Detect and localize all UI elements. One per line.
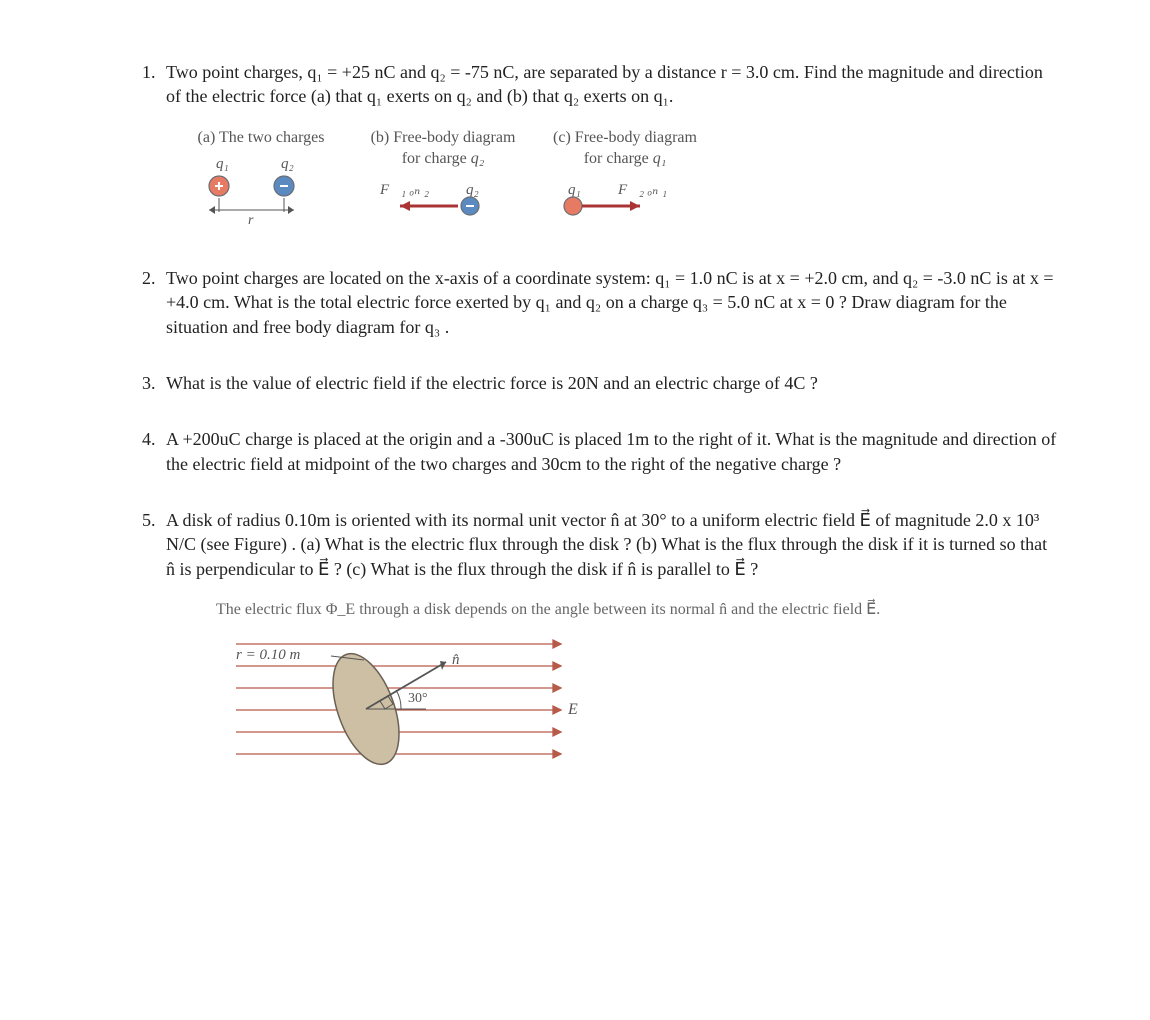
f12-label: F⃗₁ ₒₙ ₂ (379, 182, 429, 198)
q1-figures: (a) The two charges q₁ q₂ r (186, 127, 1060, 235)
q4-text: A +200uC charge is placed at the origin … (166, 429, 1056, 473)
question-list: Two point charges, q₁ = +25 nC and q₂ = … (120, 60, 1060, 791)
arrow-left-icon (400, 201, 410, 211)
r-label: r (248, 213, 254, 228)
q2-label-a: q₂ (281, 156, 294, 172)
q2-fbd-label: q₂ (466, 182, 479, 198)
disk-figure: The electric flux Φ_E through a disk dep… (216, 599, 1060, 791)
question-4: A +200uC charge is placed at the origin … (160, 427, 1060, 476)
n-hat-label: n̂ (452, 652, 460, 668)
q5-text: A disk of radius 0.10m is oriented with … (166, 510, 1047, 579)
q3-text: What is the value of electric field if t… (166, 373, 818, 393)
fig-c-label: (c) Free-body diagramfor charge q₁ (553, 127, 697, 170)
disk-flux-diagram: r = 0.10 m n̂ 30° E⃗ (216, 624, 636, 784)
r-label-disk: r = 0.10 m (236, 647, 300, 663)
f21-label: F⃗₂ ₒₙ ₁ (617, 182, 667, 198)
fig-b-label: (b) Free-body diagramfor charge q₂ (371, 127, 516, 170)
angle-label: 30° (408, 691, 428, 706)
q1-label-a: q₁ (216, 156, 229, 172)
q1-fbd-label: q₁ (568, 182, 581, 198)
question-5: A disk of radius 0.10m is oriented with … (160, 508, 1060, 791)
question-2: Two point charges are located on the x-a… (160, 266, 1060, 339)
fig-c: (c) Free-body diagramfor charge q₁ q₁ F⃗… (550, 127, 700, 235)
q2-text: Two point charges are located on the x-a… (166, 268, 1054, 337)
question-1: Two point charges, q₁ = +25 nC and q₂ = … (160, 60, 1060, 234)
fbd-q2-diagram: F⃗₁ ₒₙ ₂ q₂ (368, 176, 518, 226)
fbd-q1-diagram: q₁ F⃗₂ ₒₙ ₁ (550, 176, 700, 226)
disk-caption: The electric flux Φ_E through a disk dep… (216, 599, 1060, 621)
question-3: What is the value of electric field if t… (160, 371, 1060, 395)
fig-a-label: (a) The two charges (198, 127, 325, 149)
e-vector-label: E⃗ (567, 701, 590, 718)
arrow-right-icon (630, 201, 640, 211)
two-charges-diagram: q₁ q₂ r (186, 154, 336, 234)
fig-b: (b) Free-body diagramfor charge q₂ F⃗₁ ₒ… (368, 127, 518, 235)
fig-a: (a) The two charges q₁ q₂ r (186, 127, 336, 235)
q1-text: Two point charges, q₁ = +25 nC and q₂ = … (166, 62, 1043, 106)
